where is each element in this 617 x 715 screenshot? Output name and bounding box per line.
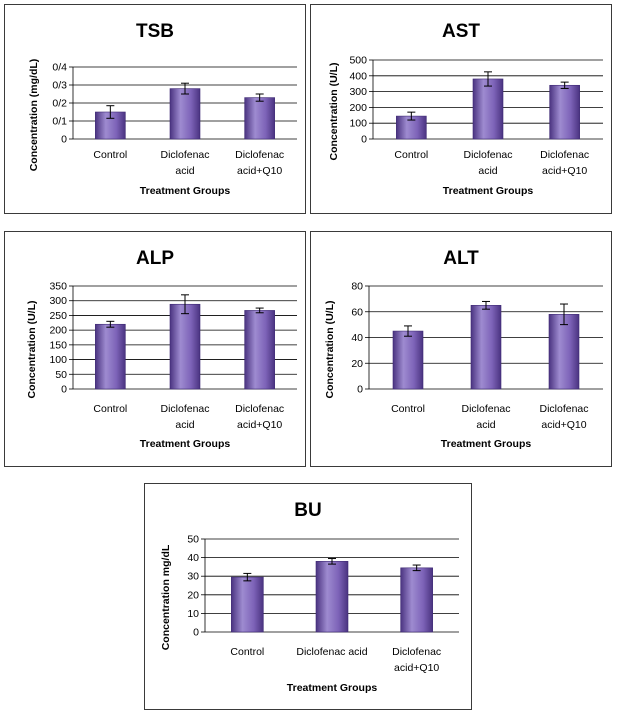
y-tick-label: 200 [49,325,67,337]
x-tick-label: Diclofenac acid+Q10 [539,403,588,431]
chart-svg: ALP 0 50 100 150 200 250 300 350 Control Diclofena… [26,248,297,450]
y-axis-label: Concentration (U/L) [328,63,340,161]
chart-panel-alp: ALP 0 50 100 150 200 250 300 350 Control Diclofena… [4,231,306,467]
y-tick-label: 300 [349,86,367,98]
x-axis-label: Treatment Groups [140,438,231,450]
chart-svg: ALT 0 20 40 60 80 Control Diclofenac acid Diclofe… [324,248,603,450]
x-tick-label: Diclofenac acid [160,403,209,431]
x-tick-label: Diclofenac acid+Q10 [540,149,589,177]
y-tick-label: 100 [49,354,67,366]
y-tick-label: 40 [351,332,363,344]
bar [392,330,424,390]
y-tick-label: 40 [187,552,199,564]
y-tick-label: 50 [187,534,199,546]
x-tick-label: Diclofenac acid [463,149,512,177]
y-tick-label: 0 [61,384,67,396]
bar [244,310,275,390]
y-tick-label: 400 [349,70,367,82]
x-tick-label: Diclofenac acid [160,149,209,177]
chart-panel-bu: BU 0 10 20 30 40 50 Control Diclofenac acid Diclo… [144,483,472,710]
y-tick-label: 10 [187,608,199,620]
y-tick-label: 0 [61,134,67,146]
chart-svg: TSB 0 0/1 0/2 0/3 0/4 Control Diclofenac acid Dic… [28,21,297,197]
bar [548,314,580,390]
y-tick-label: 20 [351,358,363,370]
y-tick-label: 0 [361,134,367,146]
x-tick-label: Diclofenac acid [296,646,367,658]
bar [470,305,502,390]
y-tick-label: 50 [55,369,67,381]
y-tick-label: 500 [349,55,367,67]
x-tick-label: Diclofenac acid+Q10 [392,646,441,674]
x-tick-label: Diclofenac acid [461,403,510,431]
bar [549,84,580,140]
chart-panel-alt: ALT 0 20 40 60 80 Control Diclofenac acid Diclofe… [310,231,612,467]
chart-title: TSB [136,21,174,42]
x-axis-label: Treatment Groups [441,438,532,450]
bar [315,561,349,633]
bar [169,88,201,140]
x-axis-label: Treatment Groups [443,185,534,197]
y-axis-label: Concentration (U/L) [26,301,38,399]
chart-svg: AST 0 100 200 300 400 500 Control Diclofenac acid… [328,21,603,197]
y-tick-label: 300 [49,295,67,307]
x-tick-label: Control [93,403,127,415]
bar [400,567,433,633]
y-tick-label: 350 [49,281,67,293]
x-tick-label: Control [93,149,127,161]
x-axis-label: Treatment Groups [140,185,231,197]
y-tick-label: 0/3 [52,80,67,92]
bar [95,323,126,390]
x-tick-label: Diclofenac acid+Q10 [235,403,284,431]
y-tick-label: 80 [351,281,363,293]
y-tick-label: 60 [351,306,363,318]
chart-svg: BU 0 10 20 30 40 50 Control Diclofenac acid Diclo… [160,500,459,694]
bar [169,303,201,390]
y-tick-label: 150 [49,339,67,351]
bar [231,576,264,633]
y-axis-label: Concentration (mg/dL) [28,59,40,172]
y-tick-label: 30 [187,571,199,583]
y-tick-label: 0 [357,384,363,396]
y-axis-label: Concentration mg/dL [160,544,172,650]
y-tick-label: 250 [49,310,67,322]
chart-title: ALT [443,248,479,269]
y-tick-label: 0 [193,627,199,639]
x-tick-label: Control [391,403,425,415]
bar [244,97,275,140]
y-tick-label: 20 [187,589,199,601]
y-tick-label: 0/1 [52,116,67,128]
x-tick-label: Control [230,646,264,658]
bar [472,78,504,140]
x-tick-label: Diclofenac acid+Q10 [235,149,284,177]
x-tick-label: Control [394,149,428,161]
y-tick-label: 100 [349,118,367,130]
chart-panel-tsb: TSB 0 0/1 0/2 0/3 0/4 Control Diclofenac acid Dic… [4,4,306,214]
y-tick-label: 0/2 [52,98,67,110]
chart-title: BU [294,500,321,521]
x-axis-label: Treatment Groups [287,682,378,694]
y-tick-label: 0/4 [52,62,67,74]
chart-title: AST [442,21,480,42]
y-axis-label: Concentration (U/L) [324,301,336,399]
y-tick-label: 200 [349,102,367,114]
chart-panel-ast: AST 0 100 200 300 400 500 Control Diclofenac acid… [310,4,612,214]
chart-title: ALP [136,248,174,269]
